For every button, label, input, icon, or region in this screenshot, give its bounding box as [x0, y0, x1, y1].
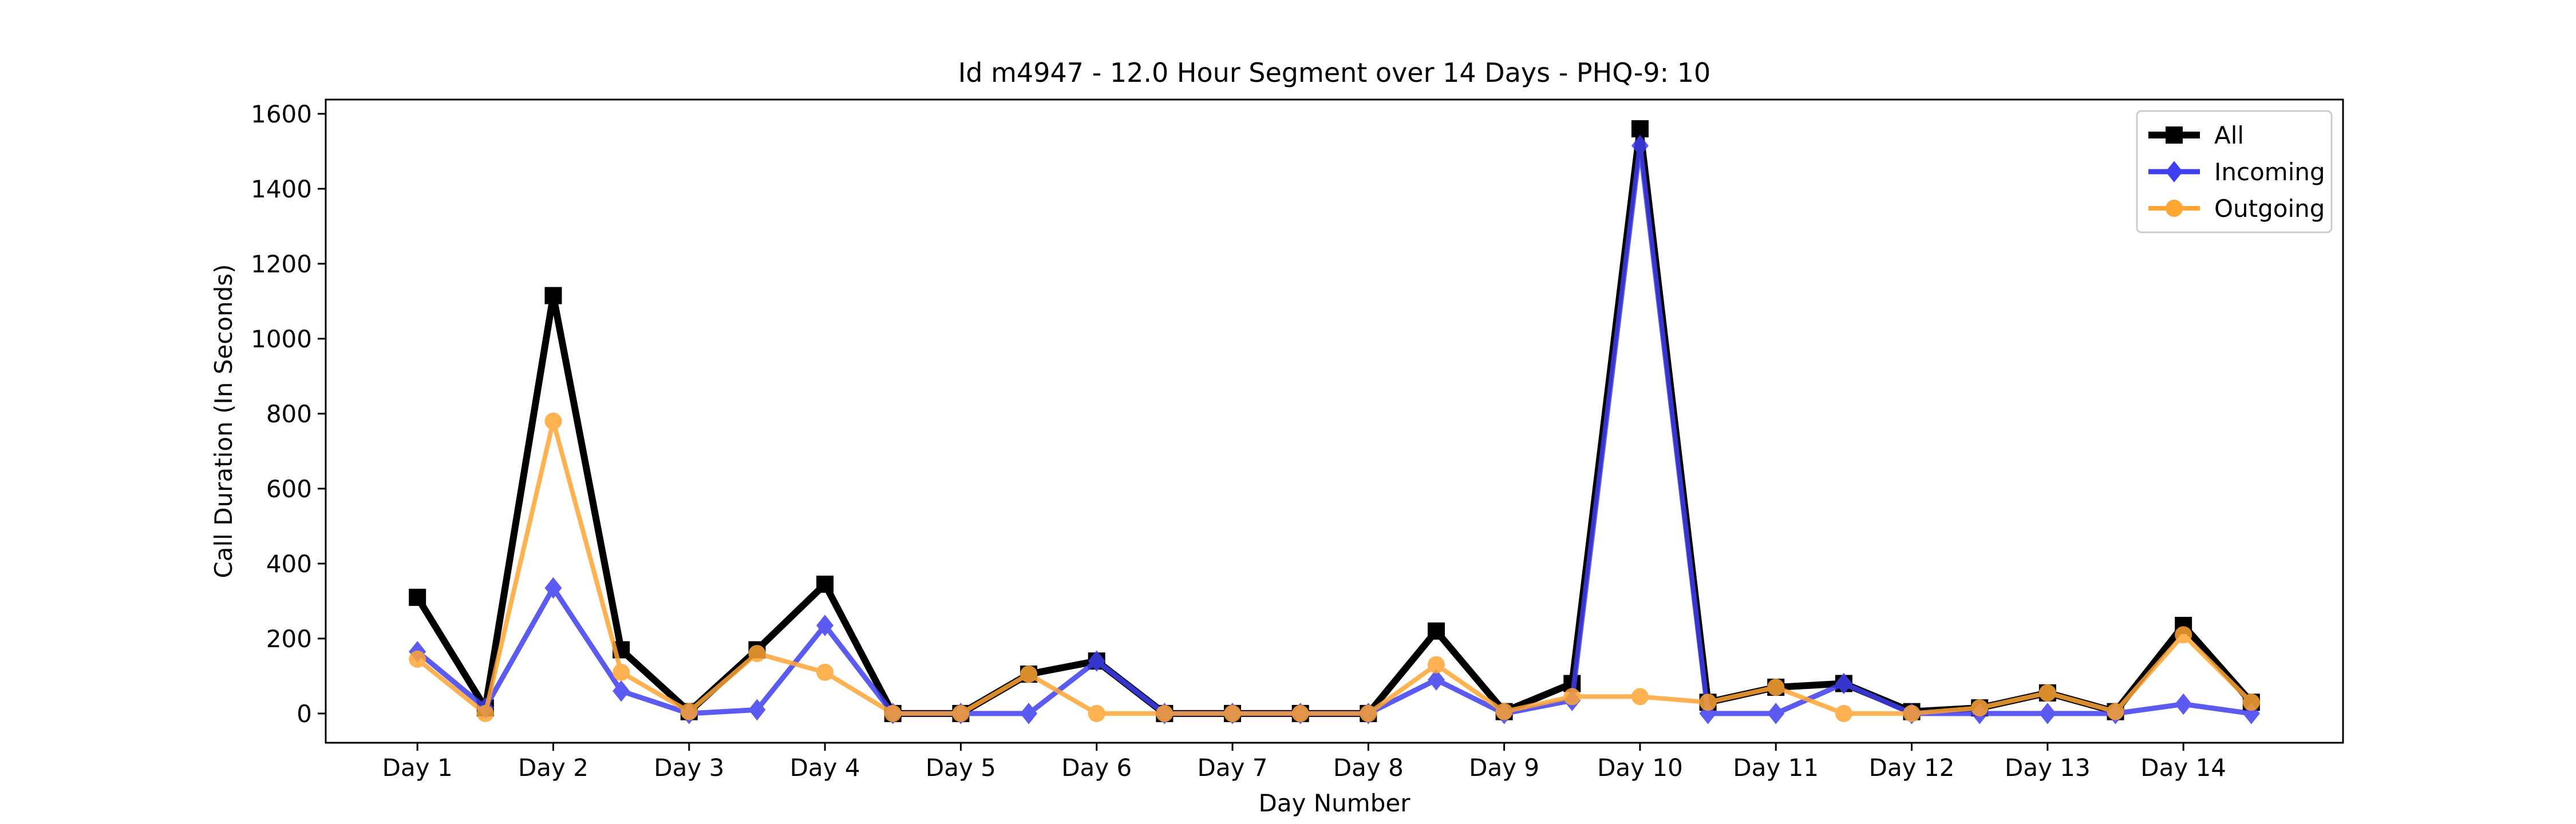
x-tick-label: Day 8	[1333, 754, 1404, 782]
marker	[884, 704, 902, 722]
x-tick-label: Day 5	[926, 754, 996, 782]
y-tick-label: 1400	[251, 175, 312, 203]
series	[409, 120, 2260, 722]
marker	[2038, 684, 2056, 702]
y-tick-label: 400	[266, 550, 312, 578]
x-tick-label: Day 4	[790, 754, 860, 782]
marker	[1835, 672, 1852, 695]
chart-title: Id m4947 - 12.0 Hour Segment over 14 Day…	[958, 57, 1711, 88]
marker	[1767, 703, 1785, 724]
marker	[680, 703, 698, 720]
marker	[1088, 650, 1105, 672]
x-tick-label: Day 10	[1597, 754, 1683, 782]
marker	[1699, 694, 1717, 711]
x-tick-label: Day 11	[1733, 754, 1819, 782]
marker	[1427, 669, 1445, 691]
x-tick-label: Day 7	[1198, 754, 1268, 782]
y-tick-label: 0	[297, 700, 312, 728]
x-axis-label: Day Number	[1258, 789, 1411, 817]
legend: All Incoming Outgoing	[2136, 110, 2333, 233]
marker	[1631, 134, 1649, 157]
legend-box	[2136, 110, 2333, 233]
marker	[1088, 704, 1105, 722]
marker	[1903, 704, 1921, 722]
marker	[1427, 622, 1445, 640]
marker	[1020, 665, 1038, 683]
marker	[2107, 703, 2124, 720]
y-tick-label: 1000	[251, 325, 312, 353]
marker	[1495, 703, 1513, 720]
marker	[1224, 704, 1242, 722]
legend-label: All	[2214, 121, 2244, 149]
marker	[1360, 704, 1377, 722]
marker	[544, 577, 562, 599]
series	[409, 413, 2260, 722]
marker	[2038, 703, 2056, 724]
marker	[1631, 120, 1649, 138]
marker	[544, 413, 562, 430]
marker	[1631, 688, 1649, 706]
x-tick-label: Day 2	[518, 754, 588, 782]
y-tick-label: 1200	[251, 250, 312, 278]
marker	[1563, 688, 1581, 706]
marker	[1291, 704, 1309, 722]
series-line	[416, 419, 2253, 716]
marker	[816, 615, 834, 636]
marker	[1156, 704, 1174, 722]
marker	[748, 699, 766, 721]
y-tick-label: 800	[266, 400, 312, 428]
x-tick-label: Day 13	[2005, 754, 2091, 782]
marker	[1020, 703, 1038, 724]
marker	[2166, 126, 2183, 144]
plot-frame	[325, 98, 2344, 744]
series-line	[416, 143, 2252, 716]
y-tick-label: 600	[266, 475, 312, 503]
series	[409, 134, 2260, 724]
x-tick-label: Day 6	[1061, 754, 1132, 782]
marker	[2166, 200, 2183, 217]
x-tick-label: Day 9	[1469, 754, 1539, 782]
x-tick-label: Day 3	[654, 754, 724, 782]
marker	[2175, 626, 2192, 644]
marker	[2175, 693, 2192, 715]
marker	[613, 680, 630, 702]
y-tick-label: 1600	[251, 100, 312, 128]
marker	[816, 663, 834, 681]
marker	[613, 663, 630, 681]
marker	[2166, 161, 2183, 183]
x-tick-label: Day 12	[1869, 754, 1955, 782]
marker	[1971, 699, 1989, 717]
x-tick-label: Day 14	[2140, 754, 2226, 782]
marker	[476, 704, 494, 722]
legend-label: Incoming	[2214, 158, 2325, 186]
marker	[1835, 704, 1852, 722]
marker	[952, 704, 970, 722]
marker	[2242, 694, 2260, 711]
marker	[816, 575, 834, 593]
marker	[409, 588, 426, 606]
marker	[409, 650, 426, 668]
y-axis-label: Call Duration (In Seconds)	[210, 264, 238, 578]
marker	[1767, 679, 1785, 696]
y-tick-label: 200	[266, 625, 312, 653]
legend-label: Outgoing	[2214, 195, 2325, 223]
marker	[544, 287, 562, 304]
x-tick-label: Day 1	[382, 754, 453, 782]
marker	[1427, 656, 1445, 674]
marker	[748, 645, 766, 663]
series-line	[414, 125, 2254, 717]
